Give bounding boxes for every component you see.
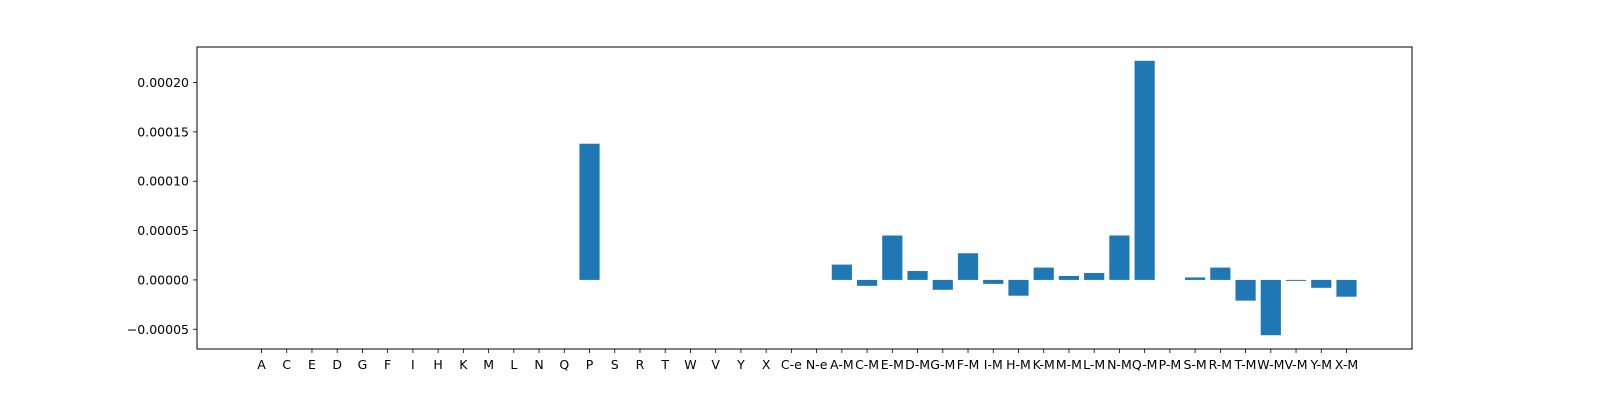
bar-L-M xyxy=(1084,273,1105,280)
bar-Y-M xyxy=(1311,279,1332,288)
bar-M-M xyxy=(1058,275,1080,280)
x-tick-label: S-M xyxy=(1183,357,1206,372)
plot-area-frame xyxy=(196,46,1413,350)
y-tick-label: 0.00020 xyxy=(137,75,189,90)
x-tick-label: F-M xyxy=(957,357,980,372)
bar-H-M xyxy=(1008,279,1029,296)
x-tick-label: N-M xyxy=(1107,357,1132,372)
x-tick-label: N-e xyxy=(806,357,828,372)
x-tick-label: W xyxy=(684,357,696,372)
x-tick-label: R-M xyxy=(1209,357,1232,372)
x-tick-label: T-M xyxy=(1234,357,1257,372)
bars-group xyxy=(579,60,1357,336)
y-tick-label: −0.00005 xyxy=(127,322,189,337)
bar-V-M xyxy=(1285,279,1307,281)
x-tick-label: A-M xyxy=(830,357,854,372)
x-tick-label: M-M xyxy=(1056,357,1082,372)
x-tick-label: P-M xyxy=(1159,357,1182,372)
x-tick-label: K-M xyxy=(1033,357,1055,372)
x-tick-label: P xyxy=(586,357,594,372)
bar-P xyxy=(579,143,600,280)
x-tick-label: C-e xyxy=(781,357,802,372)
bar-K-M xyxy=(1033,267,1054,280)
x-tick-label: Q xyxy=(559,357,569,372)
x-tick-label: L xyxy=(510,357,517,372)
bar-I-M xyxy=(983,279,1004,284)
x-tick-label: X xyxy=(762,357,771,372)
bar-D-M xyxy=(907,271,928,280)
x-tick-label: I-M xyxy=(984,357,1003,372)
x-tick-label: S xyxy=(611,357,619,372)
x-tick-label: Q-M xyxy=(1132,357,1157,372)
bar-E-M xyxy=(882,235,903,280)
x-tick-label: G-M xyxy=(930,357,955,372)
bar-G-M xyxy=(932,279,953,290)
x-tick-label: K xyxy=(459,357,468,372)
x-tick-label: I xyxy=(411,357,415,372)
x-tick-label: E-M xyxy=(881,357,904,372)
bar-R-M xyxy=(1210,267,1231,280)
bar-C-M xyxy=(856,279,878,286)
y-axis-ticks: −0.00005 0.00000 0.00005 0.00010 0.00015 0.00… xyxy=(127,75,197,337)
x-axis-ticks: A C E D G F I H K M L N Q P S R T W V Y X C-e N-e A-M C-M E-M D-M G… xyxy=(257,349,1358,372)
x-tick-label: C-M xyxy=(855,357,879,372)
y-tick-label: 0.00010 xyxy=(137,174,189,189)
x-tick-label: A xyxy=(257,357,266,372)
x-tick-label: R xyxy=(636,357,645,372)
x-tick-label: C xyxy=(282,357,291,372)
x-tick-label: H-M xyxy=(1006,357,1031,372)
x-tick-label: M xyxy=(483,357,494,372)
x-tick-label: Y-M xyxy=(1310,357,1332,372)
bar-F-M xyxy=(957,253,979,280)
y-tick-label: 0.00000 xyxy=(137,272,189,287)
x-tick-label: G xyxy=(358,357,368,372)
x-tick-label: T xyxy=(660,357,669,372)
x-tick-label: W-M xyxy=(1257,357,1284,372)
bar-T-M xyxy=(1235,279,1256,301)
x-tick-label: V xyxy=(711,357,720,372)
x-tick-label: H xyxy=(433,357,442,372)
x-tick-label: F xyxy=(384,357,391,372)
x-tick-label: V-M xyxy=(1284,357,1307,372)
y-tick-label: 0.00005 xyxy=(137,223,189,238)
x-tick-label: D xyxy=(332,357,342,372)
x-tick-label: L-M xyxy=(1083,357,1105,372)
bar-A-M xyxy=(831,264,852,280)
x-tick-label: E xyxy=(308,357,316,372)
bar-N-M xyxy=(1109,235,1130,280)
x-tick-label: N xyxy=(534,357,543,372)
bar-X-M xyxy=(1336,279,1357,297)
bar-S-M xyxy=(1185,277,1206,280)
x-tick-label: D-M xyxy=(905,357,930,372)
x-tick-label: Y xyxy=(736,357,745,372)
bar-Q-M xyxy=(1134,60,1155,280)
bar-W-M xyxy=(1260,279,1281,336)
x-tick-label: X-M xyxy=(1335,357,1358,372)
y-tick-label: 0.00015 xyxy=(137,124,189,139)
